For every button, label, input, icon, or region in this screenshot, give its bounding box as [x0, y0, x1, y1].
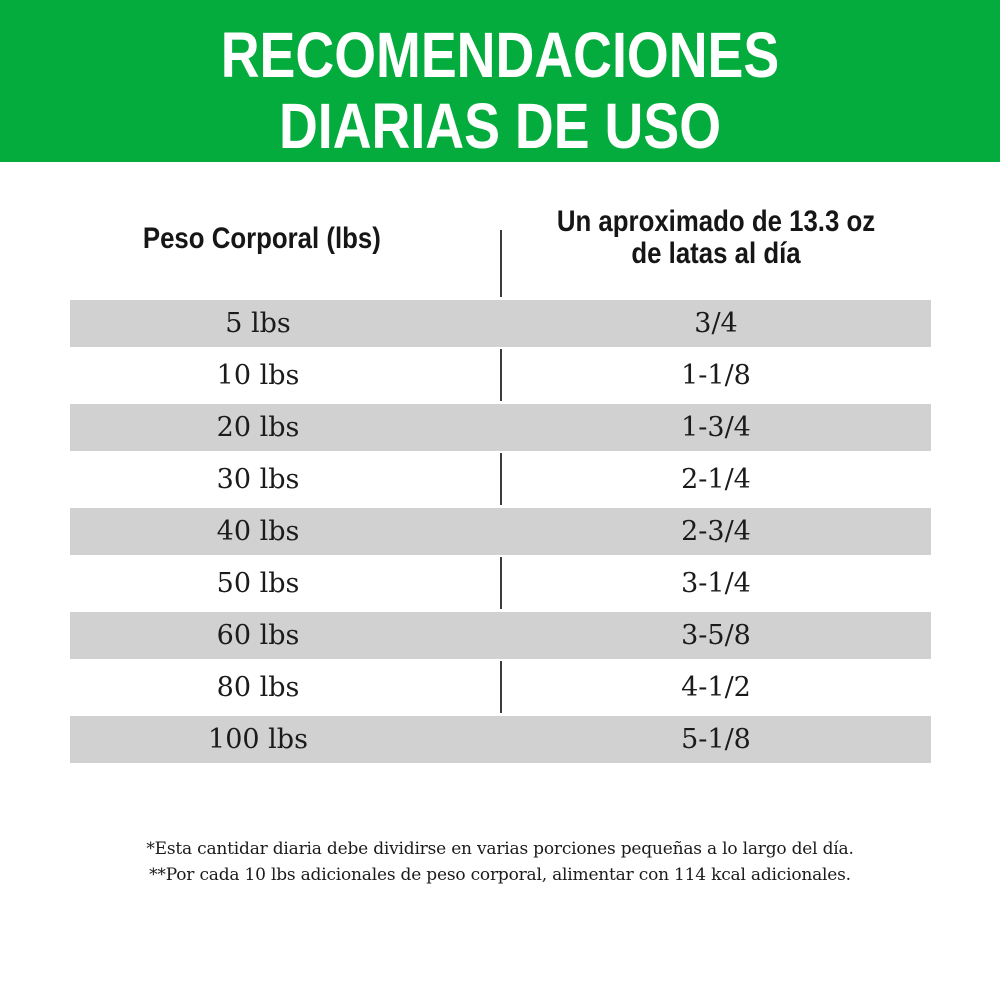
weight-cell: 40 lbs: [216, 516, 300, 547]
table-row: 100 lbs 5-1/8: [70, 713, 931, 765]
column-divider: [500, 230, 502, 761]
feeding-table: 5 lbs 3/4 10 lbs 1-1/8 20 lbs 1-3/4 30 l…: [70, 297, 931, 765]
weight-cell: 100 lbs: [208, 724, 308, 755]
table-row: 10 lbs 1-1/8: [70, 349, 931, 401]
weight-cell: 50 lbs: [216, 567, 300, 599]
table-row: 40 lbs 2-3/4: [70, 505, 931, 557]
cans-cell: 1-3/4: [681, 412, 751, 443]
table-row: 5 lbs 3/4: [70, 297, 931, 349]
footnote-line1: *Esta cantidar diaria debe dividirse en …: [146, 839, 854, 859]
column-header-cans: Un aproximado de 13.3 oz de latas al día: [531, 206, 901, 270]
cans-cell: 4-1/2: [681, 671, 751, 703]
cans-cell: 3-1/4: [681, 567, 751, 599]
page-title: RECOMENDACIONES DIARIAS DE USO: [80, 0, 920, 162]
weight-cell: 30 lbs: [216, 463, 300, 495]
weight-cell: 20 lbs: [216, 412, 300, 443]
cans-cell: 2-3/4: [681, 516, 751, 547]
column-header-weight: Peso Corporal (lbs): [142, 222, 381, 255]
footnotes: *Esta cantidar diaria debe dividirse en …: [0, 836, 1000, 888]
page-title-line1: RECOMENDACIONES: [220, 19, 780, 91]
weight-cell: 5 lbs: [225, 308, 291, 339]
cans-cell: 3-5/8: [681, 620, 751, 651]
weight-cell: 60 lbs: [216, 620, 300, 651]
cans-cell: 1-1/8: [681, 359, 751, 391]
page-title-line2: DIARIAS DE USO: [278, 90, 722, 162]
column-header-cans-line1: Un aproximado de 13.3 oz: [556, 205, 876, 238]
table-row: 60 lbs 3-5/8: [70, 609, 931, 661]
footnote-line2: **Por cada 10 lbs adicionales de peso co…: [149, 865, 851, 885]
table-row: 30 lbs 2-1/4: [70, 453, 931, 505]
cans-cell: 3/4: [694, 308, 738, 339]
cans-cell: 5-1/8: [681, 724, 751, 755]
weight-cell: 10 lbs: [216, 359, 300, 391]
title-banner: RECOMENDACIONES DIARIAS DE USO: [0, 0, 1000, 162]
table-row: 20 lbs 1-3/4: [70, 401, 931, 453]
weight-cell: 80 lbs: [216, 671, 300, 703]
table-row: 50 lbs 3-1/4: [70, 557, 931, 609]
column-header-cans-line2: de latas al día: [631, 237, 801, 270]
cans-cell: 2-1/4: [681, 463, 751, 495]
table-row: 80 lbs 4-1/2: [70, 661, 931, 713]
